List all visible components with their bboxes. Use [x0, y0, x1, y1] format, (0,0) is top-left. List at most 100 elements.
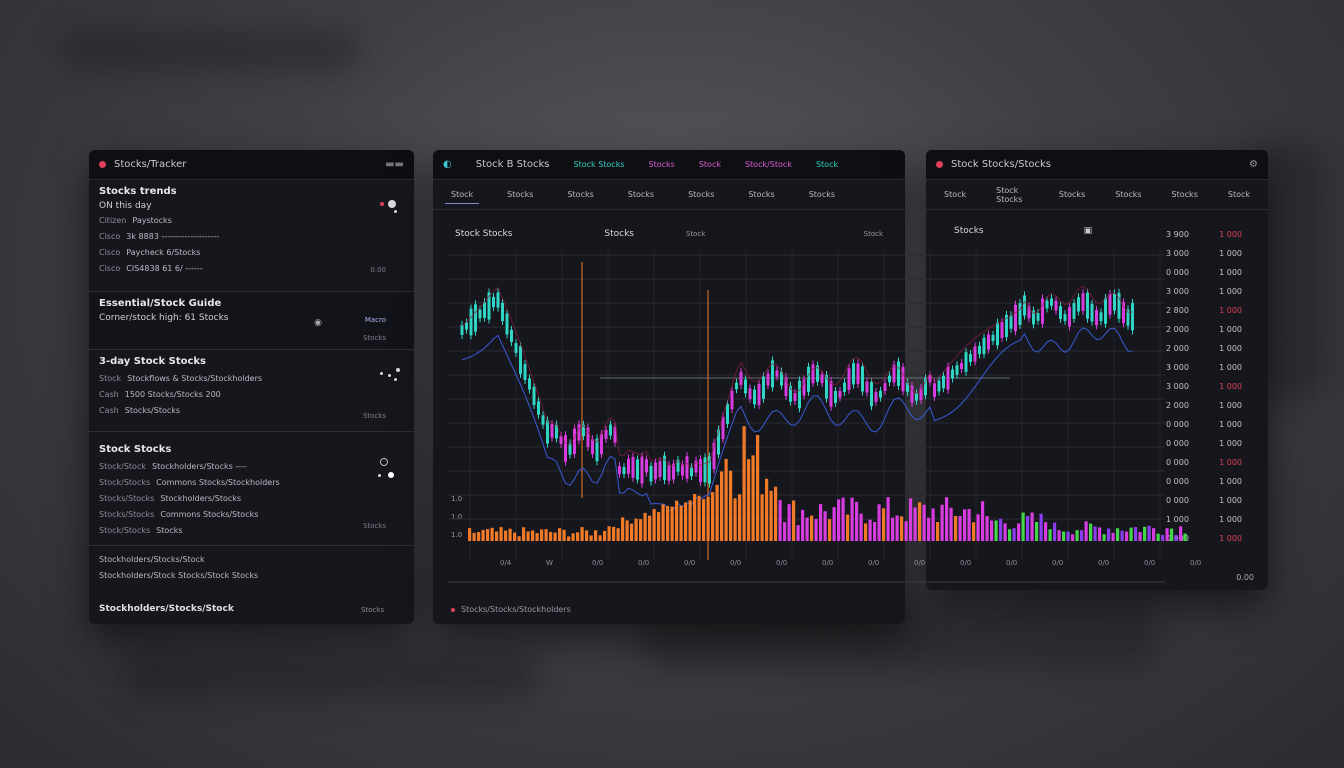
tab-item[interactable]: Stock — [445, 186, 480, 204]
price-value: 3 000 — [1166, 287, 1189, 296]
list-item[interactable]: Cash Stocks/Stocks — [99, 403, 404, 419]
chart-right-label[interactable]: Stock — [863, 230, 883, 238]
tab-item[interactable]: Stocks — [808, 190, 836, 199]
settings-icon[interactable]: ⚙ — [1249, 159, 1258, 170]
list-item[interactable]: Cisco CIS4838 61 6/ ------ — [99, 261, 404, 277]
row-value: Stockholders/Stocks — [160, 494, 242, 503]
menu-item[interactable]: Stock/Stock — [744, 160, 792, 169]
row-key: Stocks/Stocks — [99, 510, 155, 519]
price-row: 2 000 1 000 — [1166, 401, 1242, 420]
main-chart-panel: ◐ Stock B Stocks Stock Stocks Stocks Sto… — [433, 150, 905, 624]
right-chart-header: Stocks ▣ — [926, 210, 1268, 236]
right-titlebar: Stock Stocks/Stocks ⚙ — [926, 150, 1268, 180]
app-logo-icon: ◐ — [443, 159, 452, 170]
section-side-link[interactable]: Macro — [364, 316, 386, 324]
row-key: Stock/Stocks — [99, 478, 151, 487]
row-value: Stockholders/Stocks ---- — [151, 462, 247, 471]
secondary-chart-panel: Stock Stocks/Stocks ⚙ Stock Stock Stocks… — [926, 150, 1268, 590]
menu-item[interactable]: Stock Stocks — [573, 160, 625, 169]
bottom-rows: Stockholders/Stocks/Stock Stockholders/S… — [89, 546, 414, 586]
left-titlebar: Stocks/Tracker ▬▬ — [89, 150, 414, 180]
price-row: 1 000 1 000 — [1166, 515, 1242, 534]
list-item[interactable]: Citizen Paystocks — [99, 213, 404, 229]
close-dot-icon[interactable] — [99, 161, 106, 168]
list-item[interactable]: Cash 1500 Stocks/Stocks 200 — [99, 387, 404, 403]
price-value: 1 000 — [1166, 515, 1189, 524]
chart-unit-label[interactable]: Stock — [685, 230, 706, 238]
price-row: 0 000 1 000 — [1166, 496, 1242, 515]
row-value: Commons Stocks/Stocks — [160, 510, 259, 519]
volume-bar — [918, 502, 922, 541]
tab-item[interactable]: Stocks — [1058, 190, 1086, 199]
price-row: 2 800 1 000 — [1166, 306, 1242, 325]
candle-body — [910, 385, 914, 403]
section-side-value: Stocks — [362, 522, 386, 530]
list-item[interactable]: Stock/Stock Stockholders/Stocks ---- — [99, 459, 404, 475]
right-tabs: Stock Stock Stocks Stocks Stocks Stocks … — [926, 180, 1268, 210]
center-footer-text: Stocks/Stocks/Stockholders — [461, 605, 571, 614]
left-footer-side: Stocks — [360, 606, 384, 614]
menu-icon[interactable]: ▬▬ — [385, 159, 404, 170]
list-item[interactable]: Stockholders/Stocks/Stock — [99, 552, 404, 568]
chart-header: Stock Stocks Stocks Stock Stock — [433, 210, 905, 244]
list-item[interactable]: Stockholders/Stock Stocks/Stock Stocks — [99, 568, 404, 584]
tab-item[interactable]: Stocks — [1171, 190, 1198, 199]
list-item[interactable]: Stocks/Stocks Stockholders/Stocks — [99, 491, 404, 507]
section-title: Stocks trends — [99, 186, 177, 197]
tab-item[interactable]: Stocks — [748, 190, 775, 199]
list-item[interactable]: Stock/Stocks Commons Stocks/Stockholders — [99, 475, 404, 491]
x-tick-label: 0/0 — [914, 559, 925, 567]
row-key: Cisco — [99, 264, 121, 273]
price-row: 3 000 1 000 — [1166, 287, 1242, 306]
price-row: 2 000 1 000 — [1166, 325, 1242, 344]
change-value: 1 000 — [1219, 477, 1242, 486]
list-item[interactable]: Cisco 3k 8883 -------------------- — [99, 229, 404, 245]
status-dot-icon — [936, 161, 943, 168]
menu-item[interactable]: Stock — [698, 160, 721, 169]
right-chart-title: Stocks — [954, 226, 984, 236]
tab-item[interactable]: Stock — [1227, 190, 1250, 199]
row-value: Stockholders/Stock Stocks/Stock Stocks — [99, 571, 259, 580]
tab-item[interactable]: Stocks — [567, 190, 594, 199]
price-row: 3 000 1 000 — [1166, 249, 1242, 268]
list-item[interactable]: Stocks/Stocks Commons Stocks/Stocks — [99, 507, 404, 523]
price-value: 3 000 — [1166, 363, 1189, 372]
change-value: 1 000 — [1219, 325, 1242, 334]
info-icon[interactable]: ◉ — [314, 318, 322, 328]
row-value: Commons Stocks/Stockholders — [156, 478, 280, 487]
menu-item[interactable]: Stocks — [648, 160, 675, 169]
price-value: 0 000 — [1166, 477, 1189, 486]
change-value: 1 000 — [1219, 306, 1242, 315]
tab-item[interactable]: Stock Stocks — [996, 185, 1023, 204]
volume-bar — [909, 498, 913, 541]
price-value: 0 000 — [1166, 439, 1189, 448]
list-item[interactable]: Stock/Stocks Stocks — [99, 523, 404, 539]
tab-item[interactable]: Stocks — [507, 190, 534, 199]
tab-item[interactable]: Stocks — [627, 190, 655, 199]
y-tick-label: 1.0 — [451, 513, 463, 521]
section-side-value: Stocks — [362, 334, 386, 342]
row-key: Cisco — [99, 248, 121, 257]
tab-item[interactable]: Stock — [944, 190, 967, 199]
tab-item[interactable]: Stocks — [688, 190, 715, 199]
tab-item[interactable]: Stocks — [1115, 190, 1142, 199]
row-key: Stocks/Stocks — [99, 494, 155, 503]
camera-icon[interactable]: ▣ — [1083, 226, 1093, 236]
list-item[interactable]: Cisco Paycheck 6/Stocks — [99, 245, 404, 261]
row-key: Cisco — [99, 232, 121, 241]
menu-item[interactable]: Stock — [815, 160, 839, 169]
row-value: Stockholders/Stocks/Stock — [99, 555, 205, 564]
price-value: 2 000 — [1166, 325, 1189, 334]
section-side-value: Stocks — [362, 412, 386, 420]
change-value: 1 000 — [1219, 268, 1242, 277]
row-value: Stocks — [156, 526, 183, 535]
status-dot-icon — [451, 607, 455, 612]
stock-guide-section: Essential/Stock Guide Corner/stock high:… — [89, 292, 414, 350]
stocks-trends-section: Stocks trends ON this day Citizen Paystoc… — [89, 180, 414, 292]
list-item[interactable]: Stock Stockflows & Stocks/Stockholders — [99, 371, 404, 387]
price-row: 0 000 1 000 — [1166, 477, 1242, 496]
row-key: Citizen — [99, 216, 127, 225]
price-row: 0 000 1 000 — [1166, 534, 1242, 553]
stock-stocks-section: Stock Stocks Stock/Stock Stockholders/Sto… — [89, 432, 414, 546]
section-title: 3-day Stock Stocks — [99, 356, 207, 367]
